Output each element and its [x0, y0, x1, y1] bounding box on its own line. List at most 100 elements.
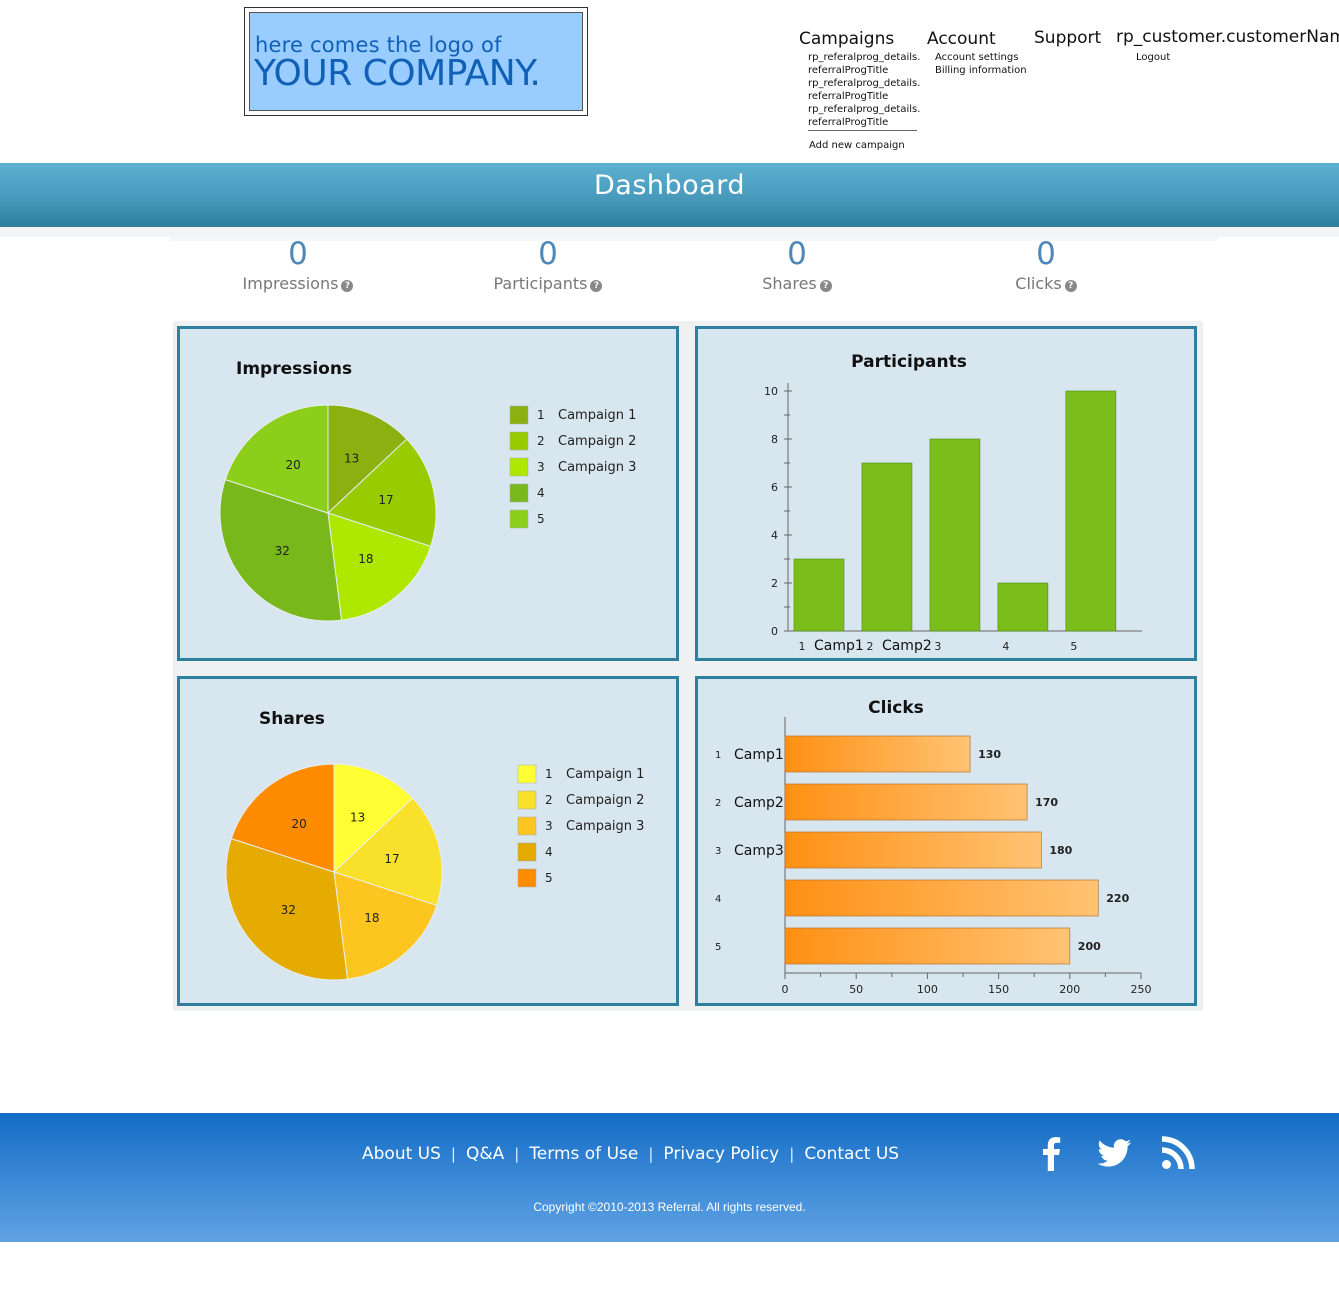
legend-label: Campaign 2 — [558, 434, 636, 449]
legend-swatch — [517, 764, 537, 784]
terms-of-use-link[interactable]: Terms of Use — [529, 1144, 639, 1164]
copyright-text: Copyright ©2010-2013 Referral. All right… — [533, 1200, 806, 1214]
legend-swatch — [517, 868, 537, 888]
billing-information-link[interactable]: Billing information — [935, 65, 1027, 76]
legend-swatch — [517, 790, 537, 810]
legend-label: Campaign 3 — [558, 460, 636, 475]
dashboard-banner: Dashboard — [0, 163, 1339, 227]
y-category-name: Camp3 — [734, 843, 784, 859]
nav-account[interactable]: Account — [927, 29, 996, 49]
pie-slice — [224, 404, 329, 514]
add-new-campaign-link[interactable]: Add new campaign — [809, 140, 905, 151]
footer-separator: | — [514, 1145, 520, 1163]
campaign-menu-item[interactable]: rp_referalprog_details. — [808, 52, 921, 63]
rss-icon[interactable] — [1158, 1133, 1198, 1173]
bar — [929, 438, 981, 632]
footer-links: About US | Q&A | Terms of Use | Privacy Policy… — [362, 1144, 899, 1164]
stat-impressions: 0 Impressions? — [198, 236, 398, 293]
privacy-policy-link[interactable]: Privacy Policy — [663, 1144, 780, 1164]
pie-slice-label: 32 — [281, 903, 296, 917]
x-tick-label: 150 — [988, 983, 1009, 996]
x-tick-label: 5 — [1070, 640, 1077, 653]
footer-separator: | — [789, 1145, 795, 1163]
pie-slice — [327, 438, 437, 548]
logo-company-name: YOUR COMPANY. — [254, 53, 541, 94]
shares-pie-chart: Shares 13 17 18 32 20 1 Campaign 1 2 Campaign 2 3 C… — [225, 709, 644, 981]
pie-slice-label: 18 — [358, 552, 373, 566]
stat-shares-label: Shares — [762, 274, 817, 293]
help-icon[interactable]: ? — [341, 280, 354, 292]
bar-value-label: 170 — [1035, 796, 1058, 809]
x-category-name: Camp1 — [814, 638, 864, 654]
bar-value-label: 180 — [1049, 844, 1072, 857]
chart-title: Participants — [851, 352, 967, 372]
legend-swatch — [517, 816, 537, 836]
bar — [784, 879, 1099, 917]
x-tick-label: 50 — [849, 983, 863, 996]
clicks-panel: Clicks 0 50 100 150 200 250 130 1 Camp1 170 2 Camp2 1… — [695, 676, 1197, 1006]
campaign-menu-item[interactable]: referralProgTitle — [808, 117, 889, 128]
twitter-icon[interactable] — [1094, 1133, 1134, 1173]
bar — [784, 831, 1042, 869]
bar — [784, 927, 1071, 965]
clicks-bar-chart: Clicks 0 50 100 150 200 250 130 1 Camp1 170 2 Camp2 1… — [715, 698, 1152, 996]
logout-link[interactable]: Logout — [1136, 52, 1171, 63]
nav-campaigns[interactable]: Campaigns — [799, 29, 895, 49]
y-tick-label: 4 — [715, 894, 721, 905]
pie-slice-label: 13 — [344, 451, 359, 465]
qa-link[interactable]: Q&A — [465, 1144, 505, 1164]
legend-number: 5 — [537, 512, 545, 526]
stat-impressions-value: 0 — [288, 236, 308, 272]
bar — [997, 582, 1049, 632]
stat-clicks-value: 0 — [1036, 236, 1056, 272]
participants-panel: Participants 0 2 4 6 8 10 1 Camp1 2 Camp2 3 4 5 — [695, 326, 1197, 661]
stat-shares-value: 0 — [787, 236, 807, 272]
chart-title: Shares — [259, 709, 325, 729]
help-icon[interactable]: ? — [590, 280, 603, 292]
campaign-menu-item[interactable]: referralProgTitle — [808, 91, 889, 102]
contact-us-link[interactable]: Contact US — [804, 1144, 900, 1164]
help-icon[interactable]: ? — [819, 280, 832, 292]
pie-slice — [327, 404, 408, 515]
pie-slice — [333, 797, 443, 907]
legend-number: 3 — [545, 819, 553, 833]
campaign-menu-divider — [808, 130, 917, 131]
campaign-menu-item[interactable]: referralProgTitle — [808, 65, 889, 76]
impressions-panel: Impressions 13 17 18 32 20 1 Campaign 1 2 Campaig… — [177, 326, 679, 661]
account-settings-link[interactable]: Account settings — [935, 52, 1019, 63]
x-tick-label: 250 — [1131, 983, 1152, 996]
nav-user-name[interactable]: rp_customer.customerName — [1116, 27, 1339, 47]
pie-slice-label: 13 — [350, 810, 365, 824]
stat-shares: 0 Shares? — [697, 236, 897, 293]
campaign-menu-item[interactable]: rp_referalprog_details. — [808, 78, 921, 89]
page-title: Dashboard — [594, 170, 745, 201]
bar — [793, 558, 845, 632]
footer-separator: | — [648, 1145, 654, 1163]
nav-support[interactable]: Support — [1034, 28, 1102, 48]
y-tick-label: 6 — [771, 481, 778, 494]
about-us-link[interactable]: About US — [362, 1144, 441, 1164]
stat-clicks: 0 Clicks? — [946, 236, 1146, 293]
x-category-name: Camp2 — [882, 638, 932, 654]
legend-swatch — [509, 509, 529, 529]
x-tick-label: 1 — [799, 640, 806, 653]
pie-slice-label: 18 — [364, 911, 379, 925]
pie-slice — [230, 763, 335, 873]
help-icon[interactable]: ? — [1064, 280, 1077, 292]
legend-number: 5 — [545, 871, 553, 885]
impressions-pie-chart: Impressions 13 17 18 32 20 1 Campaign 1 2 Campaig… — [219, 359, 636, 622]
legend-swatch — [509, 431, 529, 451]
footer: About US | Q&A | Terms of Use | Privacy Policy… — [0, 1113, 1339, 1242]
facebook-icon[interactable] — [1032, 1133, 1072, 1173]
company-logo[interactable]: here comes the logo of YOUR COMPANY. — [244, 7, 588, 116]
x-tick-label: 100 — [917, 983, 938, 996]
pie-slice — [333, 763, 414, 874]
legend-number: 2 — [537, 434, 545, 448]
logo-tagline: here comes the logo of — [255, 33, 502, 57]
banner-shadow — [0, 227, 1339, 237]
pie-slice — [225, 837, 349, 981]
x-tick-label: 4 — [1002, 640, 1009, 653]
campaign-menu-item[interactable]: rp_referalprog_details. — [808, 104, 921, 115]
y-category-name: Camp1 — [734, 747, 784, 763]
